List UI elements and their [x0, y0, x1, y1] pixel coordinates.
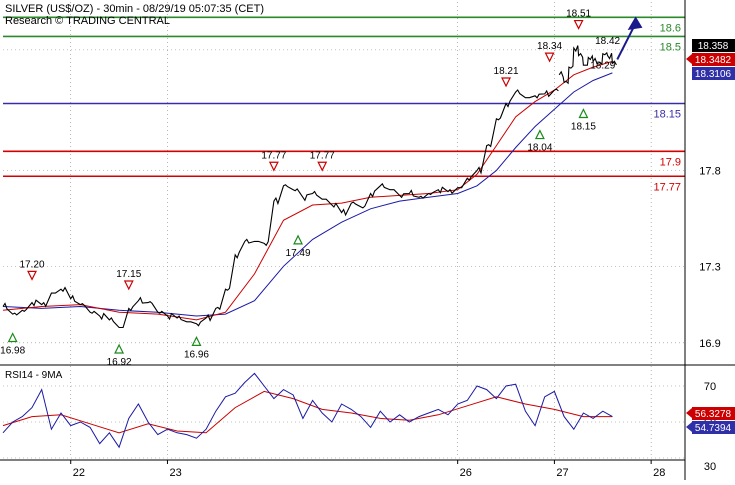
- high-label-a1: 17.20: [20, 259, 45, 270]
- x-tick-label: 28: [653, 467, 665, 479]
- x-tick-label: 22: [73, 467, 85, 479]
- price-tick-label: 17.8: [699, 166, 720, 178]
- level-label-s2: 17.77: [653, 181, 681, 193]
- low-label-a11: 18.04: [527, 143, 552, 154]
- rsi-tag-bg-rsi_ma_tag: [692, 421, 735, 434]
- price-tag-label-ma2: 18.3106: [695, 69, 732, 80]
- rsi-tag-label-rsi_ma_tag: 54.7394: [695, 423, 732, 434]
- time-axis: 222326272829: [70, 460, 665, 479]
- price-tag-label-last: 18.358: [698, 41, 729, 52]
- high-label-a6: 17.77: [261, 150, 286, 161]
- rsi-grid: [3, 385, 685, 459]
- x-tick-label: 27: [556, 467, 568, 479]
- ma-slow-line: [2, 72, 613, 317]
- plain-label-a13: 18.42: [595, 36, 620, 47]
- low-label-a15: 18.15: [571, 121, 596, 132]
- support-resistance-levels: 18.6 18.5 18.15 17.9 17.77: [3, 16, 685, 193]
- high-label-a12: 18.51: [566, 9, 591, 20]
- low-marker-a2: [7, 332, 18, 343]
- low-marker-a11: [534, 129, 545, 140]
- rsi-ma-line: [2, 390, 613, 434]
- low-marker-a8: [293, 234, 304, 245]
- rsi-tag-pointer-rsi_tag: [686, 408, 692, 418]
- low-label-a8: 17.49: [286, 248, 311, 259]
- high-marker-a1: [27, 270, 37, 281]
- price-tag-pointer-ma1: [686, 54, 692, 64]
- price-series-group: [2, 45, 617, 329]
- price-tick-label: 16.9: [699, 338, 720, 350]
- rsi-title: RSI14 - 9MA: [5, 370, 63, 381]
- high-marker-a6: [268, 161, 279, 172]
- rsi-tag-label-rsi_tag: 56.3278: [695, 409, 732, 420]
- rsi-series-group: [2, 372, 613, 449]
- forecast-arrow-group: [616, 16, 643, 60]
- high-marker-a10: [544, 52, 555, 63]
- rsi-tick-label: 70: [704, 381, 716, 393]
- main-grid: [3, 2, 685, 458]
- price-tag-bg-ma2: [692, 67, 735, 80]
- price-tag-label-ma1: 18.3482: [695, 55, 732, 66]
- price-tags: 18.358 18.3482 18.3106 56.3278 54.7394: [686, 39, 735, 434]
- high-label-a7: 17.77: [310, 150, 335, 161]
- high-marker-a12: [573, 19, 584, 30]
- ma-fast-line: [2, 60, 613, 321]
- high-marker-a9: [501, 77, 512, 88]
- rsi-tag-bg-rsi_tag: [692, 407, 735, 420]
- low-marker-a15: [578, 108, 589, 119]
- rsi-tag-pointer-rsi_ma_tag: [686, 422, 692, 432]
- low-label-a2: 16.98: [0, 346, 25, 357]
- chart-title: SILVER (US$/OZ) - 30min - 08/29/19 05:07…: [5, 3, 264, 15]
- level-label-pivot: 18.15: [653, 108, 681, 120]
- high-marker-a7: [317, 161, 328, 172]
- x-tick-label: 26: [460, 467, 472, 479]
- chart-subtitle: Research © TRADING CENTRAL: [5, 15, 170, 27]
- low-label-a4: 16.92: [107, 357, 132, 368]
- x-tick-label: 23: [169, 467, 181, 479]
- low-marker-a5: [191, 336, 202, 346]
- rsi-line: [2, 372, 613, 449]
- high-marker-a3: [123, 280, 134, 291]
- high-label-a10: 18.34: [537, 41, 562, 52]
- level-label-r3: 18.6: [660, 22, 681, 34]
- price-tag-bg-ma1: [692, 53, 735, 66]
- price-annotations: 17.20 16.98 17.15 16.92 16.96 17.77 17.77 17.49…: [0, 9, 620, 368]
- price-tick-label: 17.3: [699, 261, 720, 273]
- price-line-recent: [558, 45, 617, 85]
- rsi-tick-label: 30: [704, 461, 716, 473]
- forecast-arrow-head: [627, 16, 643, 30]
- low-marker-a4: [114, 343, 125, 354]
- low-label-a5: 16.96: [184, 349, 209, 360]
- plain-label-a14: 18.29: [590, 61, 615, 72]
- level-label-s1: 17.9: [660, 156, 681, 168]
- high-label-a3: 17.15: [116, 269, 141, 280]
- price-tag-bg-last: [692, 39, 735, 52]
- level-label-r2: 18.5: [660, 41, 681, 53]
- price-line: [2, 88, 559, 329]
- high-label-a9: 18.21: [494, 66, 519, 77]
